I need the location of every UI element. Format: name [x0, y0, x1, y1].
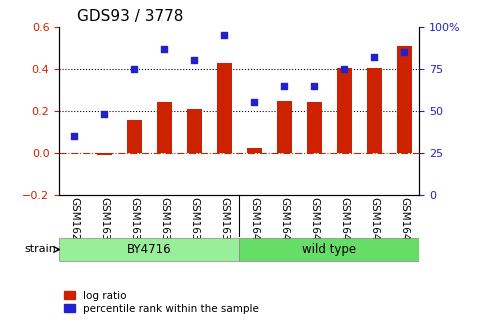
- Point: [310, 83, 318, 88]
- Point: [130, 66, 138, 72]
- Point: [100, 112, 108, 117]
- Bar: [396, 46, 412, 153]
- Text: GSM1640: GSM1640: [249, 197, 259, 247]
- Text: GSM1629: GSM1629: [69, 197, 79, 247]
- Bar: [277, 101, 291, 153]
- Text: GSM1648: GSM1648: [369, 197, 379, 247]
- Text: GSM1642: GSM1642: [309, 197, 319, 247]
- Text: GSM1633: GSM1633: [189, 197, 199, 247]
- Bar: [157, 102, 172, 153]
- Bar: [216, 62, 232, 153]
- Point: [370, 54, 378, 60]
- Text: GSM1639: GSM1639: [219, 197, 229, 247]
- Text: wild type: wild type: [302, 243, 356, 256]
- Text: GSM1649: GSM1649: [399, 197, 409, 247]
- Point: [340, 66, 348, 72]
- Point: [160, 46, 168, 51]
- Point: [280, 83, 288, 88]
- Point: [190, 58, 198, 63]
- Text: BY4716: BY4716: [127, 243, 172, 256]
- Bar: [246, 148, 262, 153]
- Point: [250, 100, 258, 105]
- Bar: [97, 153, 111, 155]
- Bar: [127, 120, 141, 153]
- Text: GSM1643: GSM1643: [339, 197, 349, 247]
- Point: [400, 49, 408, 55]
- Bar: [187, 109, 202, 153]
- Text: GSM1631: GSM1631: [129, 197, 139, 247]
- Text: GSM1632: GSM1632: [159, 197, 169, 247]
- Point: [70, 133, 78, 139]
- FancyBboxPatch shape: [59, 238, 239, 261]
- Text: strain: strain: [24, 245, 56, 254]
- Point: [220, 33, 228, 38]
- Text: GDS93 / 3778: GDS93 / 3778: [77, 9, 183, 24]
- Text: GSM1630: GSM1630: [99, 197, 109, 247]
- Bar: [337, 68, 352, 153]
- Text: GSM1641: GSM1641: [279, 197, 289, 247]
- Bar: [307, 102, 321, 153]
- Bar: [367, 68, 382, 153]
- FancyBboxPatch shape: [239, 238, 419, 261]
- Legend: log ratio, percentile rank within the sample: log ratio, percentile rank within the sa…: [65, 291, 259, 314]
